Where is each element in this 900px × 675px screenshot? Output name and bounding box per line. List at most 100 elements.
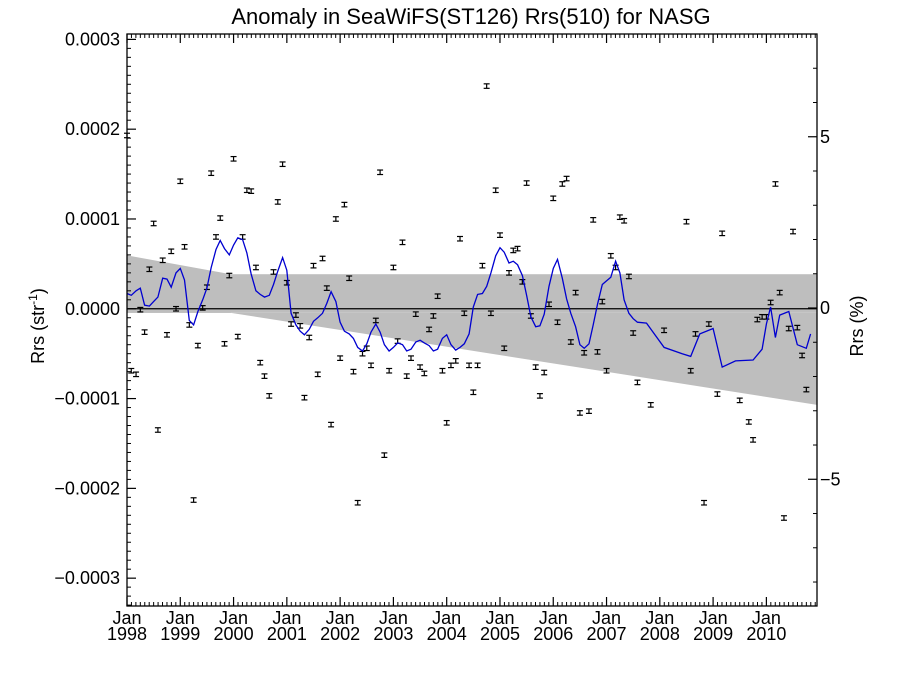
data-point	[243, 187, 250, 194]
data-point	[257, 359, 264, 366]
data-point	[274, 199, 281, 205]
data-point	[572, 289, 579, 296]
svg-text:Rrs (str-1): Rrs (str-1)	[26, 288, 48, 364]
x-tick-label-month: Jan	[645, 608, 674, 628]
data-point	[616, 214, 623, 221]
data-point	[412, 311, 419, 318]
data-point	[261, 373, 268, 379]
data-point	[430, 313, 437, 319]
data-point	[128, 367, 135, 374]
data-point	[368, 362, 375, 369]
data-point	[137, 306, 144, 313]
x-tick-label-month: Jan	[485, 608, 514, 628]
data-point	[434, 293, 441, 300]
data-point	[150, 220, 157, 227]
data-point	[514, 245, 521, 252]
data-point	[590, 217, 597, 223]
data-point	[226, 272, 233, 279]
x-tick-label-month: Jan	[379, 608, 408, 628]
data-point	[554, 319, 561, 326]
plot-frame	[126, 33, 818, 607]
data-point	[541, 369, 548, 376]
data-point	[314, 371, 321, 378]
data-point	[279, 161, 286, 168]
data-point	[594, 349, 601, 355]
data-point	[341, 201, 348, 208]
data-point	[146, 266, 153, 273]
x-tick-label-year: 2006	[533, 624, 573, 644]
data-point	[621, 217, 628, 224]
data-point	[780, 515, 787, 521]
data-point	[426, 326, 433, 333]
data-point	[625, 273, 632, 280]
data-point	[532, 364, 539, 370]
data-point	[319, 255, 326, 262]
data-point	[630, 330, 637, 336]
data-point	[407, 355, 414, 362]
data-point	[221, 340, 228, 347]
y-tick-label-left: 0.0000	[65, 299, 120, 319]
data-point	[323, 285, 330, 291]
data-point	[443, 419, 450, 426]
data-point	[510, 247, 517, 254]
data-point	[767, 299, 774, 306]
x-tick-label-year: 2009	[693, 624, 733, 644]
x-tick-label-month: Jan	[539, 608, 568, 628]
data-point	[523, 180, 530, 186]
data-point	[417, 364, 424, 370]
y-tick-label-right: 0	[820, 298, 830, 318]
data-point	[452, 358, 459, 364]
data-point	[181, 243, 188, 250]
y-tick-label-left: 0.0001	[65, 209, 120, 229]
data-point	[550, 195, 557, 202]
data-point	[168, 248, 175, 255]
data-point	[208, 170, 215, 177]
data-point	[266, 393, 273, 399]
data-point	[359, 350, 366, 357]
x-tick-label-month: Jan	[326, 608, 355, 628]
data-point	[177, 178, 184, 185]
y-tick-label-left: −0.0001	[54, 389, 120, 409]
data-point	[585, 408, 592, 414]
data-point	[607, 252, 614, 259]
x-tick-label-year: 2005	[480, 624, 520, 644]
y-axis-left-label: Rrs (str-1)	[26, 288, 48, 364]
data-point	[501, 345, 508, 352]
data-point	[754, 316, 761, 323]
y-tick-label-right: 5	[820, 127, 830, 147]
x-tick-label-month: Jan	[219, 608, 248, 628]
data-point	[559, 181, 566, 187]
data-point	[292, 312, 299, 318]
data-point	[234, 333, 241, 340]
y-axis-right-label: Rrs (%)	[847, 296, 867, 357]
y-tick-label-left: −0.0003	[54, 568, 120, 588]
data-point	[496, 232, 503, 238]
chart-title: Anomaly in SeaWiFS(ST126) Rrs(510) for N…	[231, 4, 710, 29]
data-point	[230, 155, 237, 162]
data-point	[154, 427, 161, 433]
data-point	[479, 262, 486, 269]
data-point	[719, 230, 726, 237]
data-point	[692, 331, 699, 337]
data-point	[457, 235, 464, 242]
data-point	[173, 305, 180, 312]
data-point	[687, 367, 694, 374]
data-point	[328, 421, 335, 428]
data-point	[217, 215, 224, 221]
data-point	[350, 368, 357, 375]
data-point	[346, 275, 353, 282]
data-point	[403, 373, 410, 379]
data-point	[466, 362, 473, 369]
data-point	[736, 397, 743, 404]
data-point	[567, 339, 574, 345]
data-point	[470, 389, 477, 396]
x-tick-label-year: 2010	[746, 624, 786, 644]
data-point	[772, 181, 779, 187]
uncertainty-band-flat	[127, 274, 817, 313]
data-point	[603, 367, 610, 374]
x-tick-label-month: Jan	[432, 608, 461, 628]
data-point	[212, 234, 219, 240]
data-point	[421, 370, 428, 377]
data-point	[386, 367, 393, 374]
